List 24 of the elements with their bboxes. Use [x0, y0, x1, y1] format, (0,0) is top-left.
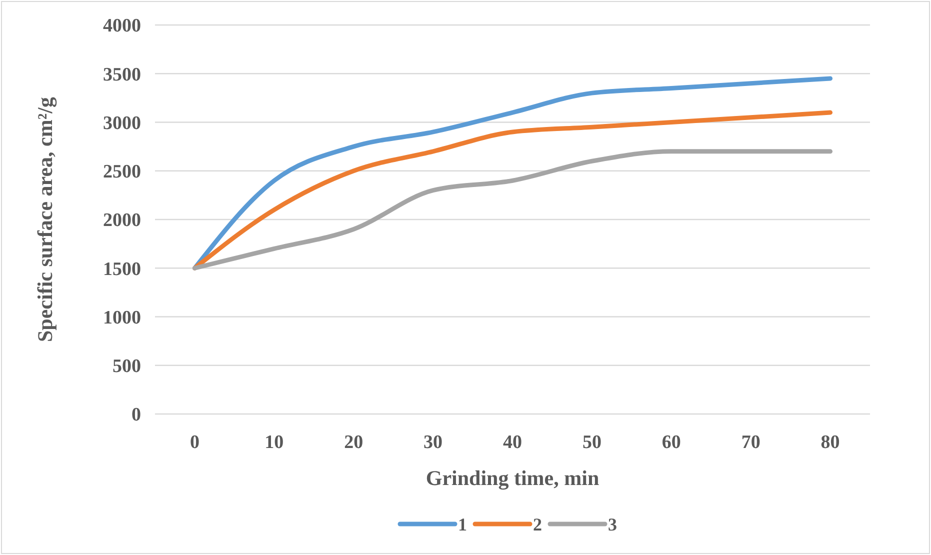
y-tick-label: 2000 — [103, 210, 141, 232]
legend-label: 3 — [608, 514, 617, 534]
line-series — [192, 149, 833, 270]
x-tick-label: 0 — [190, 432, 200, 453]
legend-label: 1 — [458, 514, 467, 534]
legend-label: 2 — [533, 514, 542, 534]
y-tick-label: 1000 — [103, 307, 141, 328]
x-tick-label: 30 — [424, 432, 443, 453]
y-tick-label: 3000 — [103, 112, 141, 134]
x-tick-label: 50 — [582, 432, 602, 453]
y-tick-label: 500 — [112, 356, 141, 378]
y-tick-label: 1500 — [103, 258, 141, 280]
y-axis-title: Specific surface area, cm²/g — [33, 96, 57, 342]
x-tick-label: 80 — [820, 432, 840, 453]
x-tick-label: 70 — [741, 432, 760, 453]
x-tick-label: 40 — [503, 432, 522, 453]
y-tick-label: 2500 — [103, 162, 141, 183]
x-tick-label: 10 — [264, 432, 284, 453]
y-tick-label: 4000 — [103, 16, 141, 37]
x-tick-label: 60 — [662, 432, 681, 453]
y-tick-label: 0 — [132, 404, 141, 426]
x-axis-title: Grinding time, min — [426, 466, 600, 490]
y-tick-label: 3500 — [103, 64, 141, 86]
x-tick-label: 20 — [344, 432, 364, 453]
